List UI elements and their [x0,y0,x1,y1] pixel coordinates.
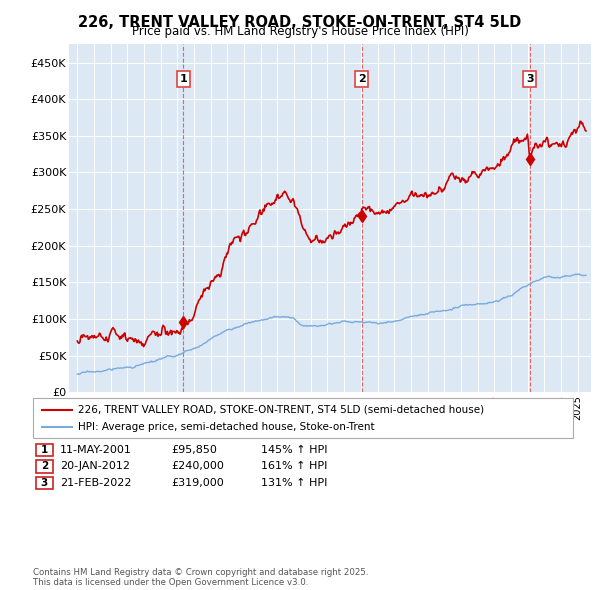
Text: 226, TRENT VALLEY ROAD, STOKE-ON-TRENT, ST4 5LD: 226, TRENT VALLEY ROAD, STOKE-ON-TRENT, … [79,15,521,30]
Text: 161% ↑ HPI: 161% ↑ HPI [261,461,328,471]
Text: 2: 2 [358,74,365,84]
Text: 20-JAN-2012: 20-JAN-2012 [60,461,130,471]
Text: HPI: Average price, semi-detached house, Stoke-on-Trent: HPI: Average price, semi-detached house,… [78,421,374,431]
Text: £240,000: £240,000 [171,461,224,471]
Text: 131% ↑ HPI: 131% ↑ HPI [261,478,328,487]
Text: 1: 1 [41,445,48,454]
Text: 1: 1 [179,74,187,84]
Text: 2: 2 [41,461,48,471]
Text: £95,850: £95,850 [171,445,217,454]
Text: 21-FEB-2022: 21-FEB-2022 [60,478,131,487]
Text: 11-MAY-2001: 11-MAY-2001 [60,445,132,454]
Text: 145% ↑ HPI: 145% ↑ HPI [261,445,328,454]
Text: 3: 3 [41,478,48,487]
Text: £319,000: £319,000 [171,478,224,487]
Text: Price paid vs. HM Land Registry's House Price Index (HPI): Price paid vs. HM Land Registry's House … [131,25,469,38]
Text: 226, TRENT VALLEY ROAD, STOKE-ON-TRENT, ST4 5LD (semi-detached house): 226, TRENT VALLEY ROAD, STOKE-ON-TRENT, … [78,405,484,415]
Text: 3: 3 [526,74,533,84]
Text: Contains HM Land Registry data © Crown copyright and database right 2025.
This d: Contains HM Land Registry data © Crown c… [33,568,368,587]
